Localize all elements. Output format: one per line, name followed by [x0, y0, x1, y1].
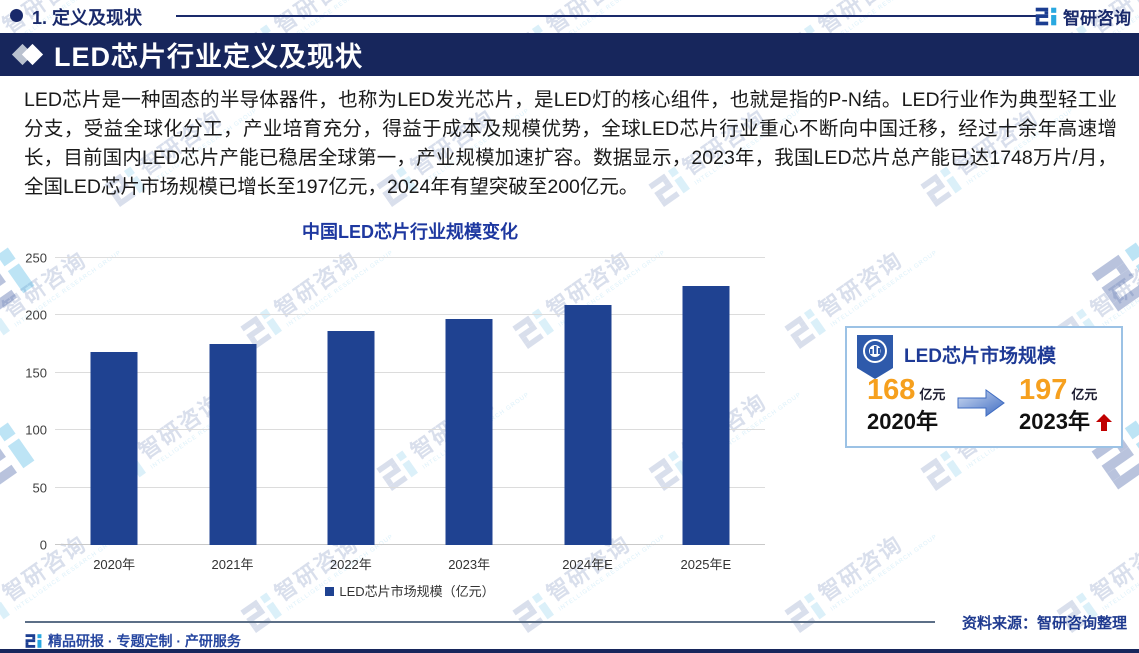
intro-paragraph: LED芯片是一种固态的半导体器件，也称为LED发光芯片，是LED灯的核心组件，也… [24, 89, 1117, 198]
shield-chart-badge-icon [857, 335, 893, 379]
gridline-150 [55, 371, 765, 373]
x-tick-2021年: 2021年 [211, 557, 254, 572]
chart-legend: LED芯片市场规模（亿元） [55, 581, 765, 600]
header-divider [176, 15, 1038, 17]
diamond-bullet-icon [11, 42, 50, 68]
bottom-accent-bar [0, 649, 1139, 653]
bar-2025年E [682, 285, 730, 545]
brand-watermark [1088, 238, 1139, 316]
x-tick-2022年: 2022年 [329, 557, 372, 572]
gridline-0 [55, 544, 765, 545]
x-tick-2023年: 2023年 [448, 557, 491, 572]
x-tick-2025年E: 2025年E [680, 557, 732, 572]
brand-logo: 智研咨询 [1035, 4, 1131, 29]
stat-2020: 168 亿元 2020年 [867, 376, 945, 433]
market-size-callout: LED芯片市场规模 168 亿元 2020年 197 亿元 2023年 [845, 326, 1123, 448]
footer-services: 精品研报 · 专题定制 · 产研服务 [25, 631, 241, 651]
stat-2020-year: 2020年 [867, 409, 938, 434]
legend-swatch-icon [325, 587, 335, 596]
market-size-chart: 中国LED芯片行业规模变化 0 50 100 150 200 250 2020年 2021年 2… [25, 215, 770, 615]
y-tick-250: 250 [25, 250, 47, 266]
banner-title: LED芯片行业定义及现状 [54, 42, 363, 72]
bar-2021年 [209, 344, 256, 545]
legend-label: LED芯片市场规模（亿元） [339, 584, 495, 599]
bar-2024年E [564, 305, 611, 545]
stat-2020-value: 168 [867, 374, 916, 406]
gridline-250 [55, 257, 765, 258]
callout-title: LED芯片市场规模 [904, 346, 1057, 367]
stat-2023-unit: 亿元 [1071, 387, 1098, 402]
chart-title: 中国LED芯片行业规模变化 [302, 222, 518, 242]
y-tick-50: 50 [32, 480, 47, 496]
y-tick-100: 100 [25, 422, 47, 438]
right-arrow-icon [957, 389, 1005, 417]
x-tick-2020年: 2020年 [93, 557, 136, 572]
services-text: 精品研报 · 专题定制 · 产研服务 [48, 633, 241, 649]
bar-2020年 [90, 352, 138, 545]
gridline-200 [55, 314, 765, 316]
up-trend-icon [1095, 413, 1112, 431]
gridline-50 [55, 486, 765, 488]
stat-2020-unit: 亿元 [919, 387, 946, 402]
brand-name: 智研咨询 [1063, 9, 1131, 28]
stat-2023: 197 亿元 2023年 [1019, 376, 1112, 433]
section-title: 1. 定义及现状 [32, 8, 143, 28]
bar-2022年 [327, 331, 375, 545]
section-banner: LED芯片行业定义及现状 [0, 33, 1139, 76]
section-bullet-icon [10, 9, 23, 22]
stat-2023-year: 2023年 [1019, 409, 1090, 434]
bar-2023年 [445, 318, 493, 545]
zhiyan-logo-icon [25, 633, 42, 649]
page-header: 1. 定义及现状 智研咨询 [0, 0, 1139, 33]
chart-plot-area: 0 50 100 150 200 250 2020年 2021年 2022年 2023年 2024年… [25, 251, 765, 572]
gridline-100 [55, 429, 765, 431]
x-tick-2024年E: 2024年E [562, 557, 613, 572]
y-tick-150: 150 [25, 365, 47, 381]
data-source: 资料来源：智研咨询整理 [961, 615, 1127, 632]
zhiyan-logo-icon [1035, 6, 1057, 27]
y-tick-0: 0 [39, 537, 47, 553]
y-tick-200: 200 [25, 307, 47, 323]
footer-divider [25, 621, 935, 623]
stat-2023-value: 197 [1019, 374, 1068, 406]
